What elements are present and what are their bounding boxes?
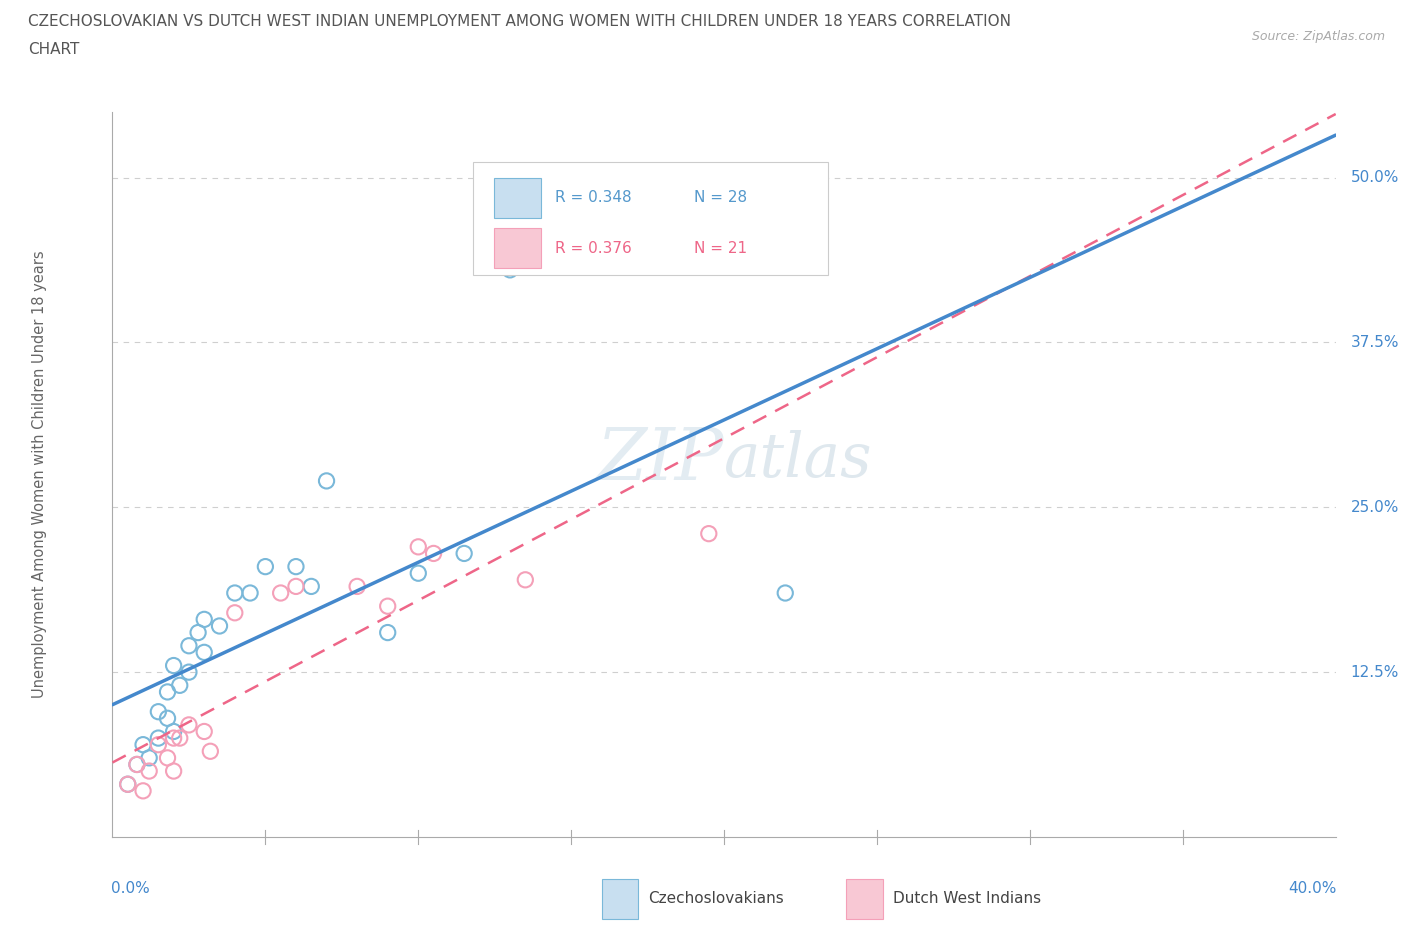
Point bbox=[148, 731, 170, 746]
Point bbox=[193, 644, 215, 659]
Point bbox=[377, 599, 399, 614]
Point bbox=[163, 658, 186, 673]
Point bbox=[117, 777, 139, 791]
Point bbox=[193, 724, 215, 739]
Point bbox=[169, 731, 191, 746]
Point bbox=[187, 625, 209, 640]
Point bbox=[169, 678, 191, 693]
Text: 50.0%: 50.0% bbox=[1350, 170, 1399, 185]
Point bbox=[163, 724, 186, 739]
Point bbox=[254, 559, 277, 574]
Text: CHART: CHART bbox=[28, 42, 80, 57]
Point bbox=[177, 638, 200, 653]
Point bbox=[177, 665, 200, 680]
FancyBboxPatch shape bbox=[494, 178, 540, 218]
Text: 37.5%: 37.5% bbox=[1350, 335, 1399, 350]
Point bbox=[239, 586, 262, 601]
Text: 12.5%: 12.5% bbox=[1350, 665, 1399, 680]
Point bbox=[208, 618, 231, 633]
Point bbox=[499, 262, 522, 277]
Point bbox=[697, 526, 720, 541]
Point bbox=[138, 751, 160, 765]
Text: 40.0%: 40.0% bbox=[1288, 881, 1337, 896]
Text: atlas: atlas bbox=[724, 430, 873, 490]
Point bbox=[299, 579, 322, 594]
Point bbox=[775, 586, 797, 601]
Text: R = 0.376: R = 0.376 bbox=[555, 241, 633, 256]
Text: 0.0%: 0.0% bbox=[111, 881, 150, 896]
Point bbox=[163, 731, 186, 746]
Point bbox=[132, 737, 155, 752]
Point bbox=[200, 744, 222, 759]
Text: R = 0.348: R = 0.348 bbox=[555, 190, 631, 205]
Point bbox=[346, 579, 368, 594]
Text: ZIP: ZIP bbox=[596, 424, 724, 495]
Point bbox=[422, 546, 444, 561]
FancyBboxPatch shape bbox=[602, 879, 638, 919]
Point bbox=[270, 586, 292, 601]
Point bbox=[224, 586, 246, 601]
Point bbox=[453, 546, 475, 561]
Point bbox=[138, 764, 160, 778]
Point bbox=[315, 473, 337, 488]
Text: Czechoslovakians: Czechoslovakians bbox=[648, 891, 785, 906]
Point bbox=[163, 764, 186, 778]
Point bbox=[156, 751, 179, 765]
Point bbox=[125, 757, 148, 772]
Point bbox=[408, 565, 430, 580]
Point bbox=[177, 717, 200, 732]
Point bbox=[377, 625, 399, 640]
FancyBboxPatch shape bbox=[846, 879, 883, 919]
FancyBboxPatch shape bbox=[474, 163, 828, 275]
Point bbox=[132, 783, 155, 798]
Point bbox=[156, 711, 179, 725]
Point bbox=[284, 579, 308, 594]
Text: Dutch West Indians: Dutch West Indians bbox=[893, 891, 1040, 906]
Text: N = 21: N = 21 bbox=[693, 241, 747, 256]
Text: Source: ZipAtlas.com: Source: ZipAtlas.com bbox=[1251, 30, 1385, 43]
Text: Unemployment Among Women with Children Under 18 years: Unemployment Among Women with Children U… bbox=[31, 250, 46, 698]
Point bbox=[148, 737, 170, 752]
Point bbox=[193, 612, 215, 627]
Point bbox=[148, 704, 170, 719]
Point bbox=[156, 684, 179, 699]
FancyBboxPatch shape bbox=[494, 228, 540, 268]
Point bbox=[408, 539, 430, 554]
Text: 25.0%: 25.0% bbox=[1350, 499, 1399, 515]
Text: CZECHOSLOVAKIAN VS DUTCH WEST INDIAN UNEMPLOYMENT AMONG WOMEN WITH CHILDREN UNDE: CZECHOSLOVAKIAN VS DUTCH WEST INDIAN UNE… bbox=[28, 14, 1011, 29]
Point bbox=[125, 757, 148, 772]
Point bbox=[117, 777, 139, 791]
Point bbox=[224, 605, 246, 620]
Point bbox=[515, 572, 537, 587]
Text: N = 28: N = 28 bbox=[693, 190, 747, 205]
Point bbox=[284, 559, 308, 574]
